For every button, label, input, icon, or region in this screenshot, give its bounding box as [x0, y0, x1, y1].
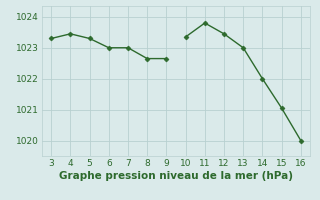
- X-axis label: Graphe pression niveau de la mer (hPa): Graphe pression niveau de la mer (hPa): [59, 171, 293, 181]
